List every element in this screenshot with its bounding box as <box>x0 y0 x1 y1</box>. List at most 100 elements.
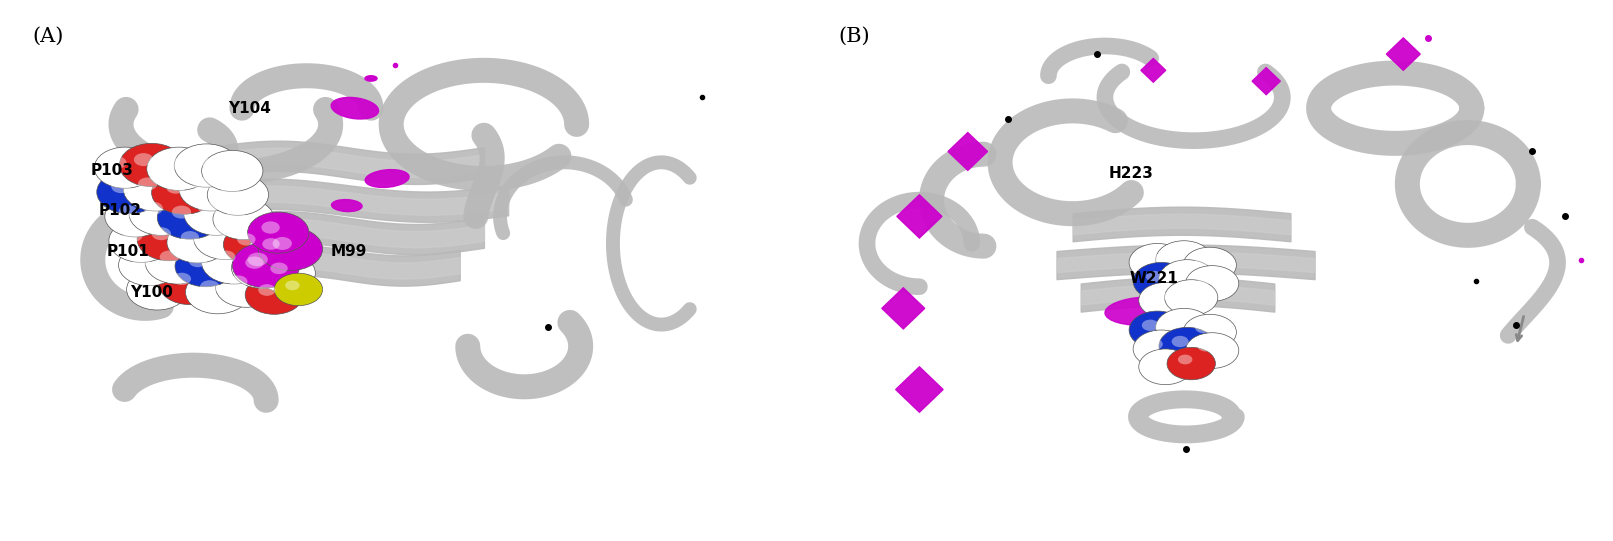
Circle shape <box>1195 322 1211 333</box>
Circle shape <box>174 144 239 187</box>
Circle shape <box>206 174 268 215</box>
Circle shape <box>1129 243 1186 281</box>
Circle shape <box>147 147 211 190</box>
Polygon shape <box>1386 38 1419 70</box>
Circle shape <box>286 280 300 290</box>
Circle shape <box>245 256 263 269</box>
Circle shape <box>166 181 185 194</box>
Circle shape <box>232 247 294 288</box>
Circle shape <box>194 216 258 260</box>
Circle shape <box>194 177 213 190</box>
Circle shape <box>152 227 171 240</box>
Circle shape <box>1184 314 1236 350</box>
Circle shape <box>1155 308 1213 346</box>
Circle shape <box>1158 260 1216 298</box>
Circle shape <box>119 205 137 217</box>
Circle shape <box>134 153 153 166</box>
Circle shape <box>1165 280 1218 315</box>
Circle shape <box>108 219 173 262</box>
Circle shape <box>229 275 247 288</box>
Circle shape <box>108 156 126 169</box>
Circle shape <box>94 147 155 188</box>
Circle shape <box>161 157 181 170</box>
Circle shape <box>119 143 184 187</box>
Circle shape <box>179 168 244 211</box>
Text: P102: P102 <box>98 203 142 219</box>
Circle shape <box>271 262 287 274</box>
Circle shape <box>208 226 227 239</box>
Circle shape <box>129 192 194 235</box>
Polygon shape <box>1140 58 1166 82</box>
Circle shape <box>189 255 206 267</box>
Circle shape <box>158 263 219 305</box>
Circle shape <box>127 269 187 310</box>
Circle shape <box>202 241 266 284</box>
Text: Y100: Y100 <box>131 285 174 300</box>
Circle shape <box>202 150 263 192</box>
Circle shape <box>248 212 310 253</box>
Ellipse shape <box>365 170 410 187</box>
Ellipse shape <box>365 76 377 81</box>
Polygon shape <box>948 133 987 170</box>
Circle shape <box>1139 282 1192 318</box>
Text: P103: P103 <box>90 163 132 178</box>
Ellipse shape <box>332 200 361 212</box>
Circle shape <box>258 284 276 296</box>
Circle shape <box>1142 320 1158 331</box>
Circle shape <box>261 221 279 234</box>
Text: (A): (A) <box>32 27 63 46</box>
Circle shape <box>174 246 235 287</box>
Circle shape <box>105 196 166 237</box>
Text: P101: P101 <box>106 244 148 259</box>
Circle shape <box>216 160 234 172</box>
Circle shape <box>1168 317 1186 328</box>
Circle shape <box>1197 274 1213 285</box>
Circle shape <box>1150 291 1166 301</box>
Circle shape <box>1168 249 1186 261</box>
Circle shape <box>247 253 268 266</box>
Circle shape <box>137 217 202 261</box>
Circle shape <box>1171 268 1189 280</box>
Circle shape <box>152 171 216 214</box>
Circle shape <box>181 231 198 243</box>
Circle shape <box>184 192 248 235</box>
Circle shape <box>168 222 229 263</box>
Circle shape <box>200 280 219 293</box>
Circle shape <box>171 206 190 219</box>
Circle shape <box>145 241 210 284</box>
Circle shape <box>198 202 218 215</box>
Circle shape <box>221 183 239 196</box>
Circle shape <box>1171 336 1189 347</box>
Circle shape <box>1150 357 1166 368</box>
Text: (B): (B) <box>839 27 871 46</box>
Circle shape <box>1129 311 1186 349</box>
Circle shape <box>1197 341 1213 352</box>
Circle shape <box>1158 327 1216 365</box>
Circle shape <box>227 208 245 220</box>
Circle shape <box>274 273 323 306</box>
Circle shape <box>132 254 150 266</box>
Text: W221: W221 <box>1129 271 1177 286</box>
Text: Y104: Y104 <box>229 101 271 116</box>
Circle shape <box>232 242 300 288</box>
Circle shape <box>273 237 292 250</box>
Circle shape <box>215 266 277 307</box>
Circle shape <box>1184 247 1236 283</box>
Circle shape <box>97 170 161 214</box>
Circle shape <box>216 250 235 263</box>
Circle shape <box>263 238 279 250</box>
Circle shape <box>123 229 142 242</box>
Circle shape <box>1166 347 1215 380</box>
Circle shape <box>223 224 286 265</box>
Circle shape <box>137 177 156 190</box>
Text: H223: H223 <box>1110 166 1153 181</box>
Circle shape <box>258 227 323 270</box>
Circle shape <box>123 168 187 211</box>
Circle shape <box>1177 355 1192 365</box>
Circle shape <box>248 229 306 268</box>
Circle shape <box>258 254 315 293</box>
Polygon shape <box>1252 68 1281 95</box>
Circle shape <box>1186 333 1239 368</box>
Circle shape <box>1145 271 1163 282</box>
Circle shape <box>1132 330 1190 368</box>
